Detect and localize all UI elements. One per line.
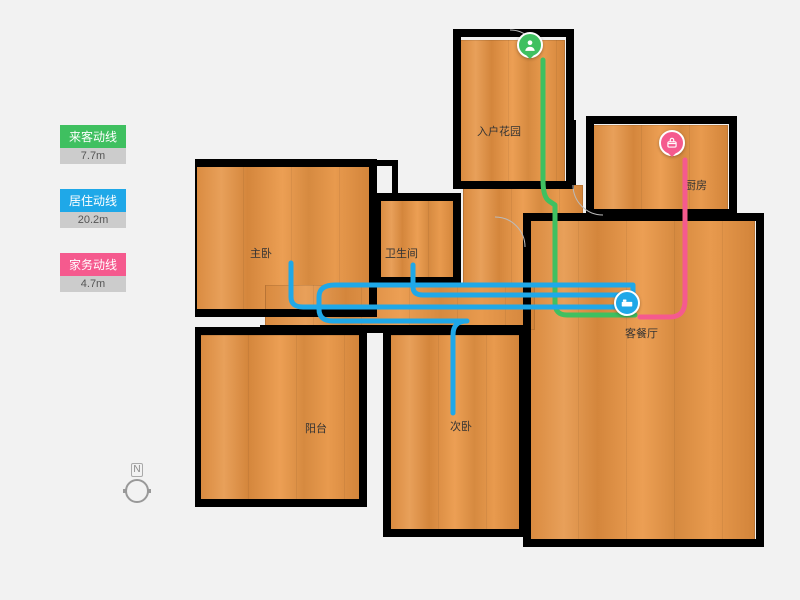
chore-pin-icon — [659, 130, 685, 156]
path-chore — [640, 160, 685, 317]
legend-label: 来客动线 — [60, 125, 126, 148]
path-resident2 — [413, 265, 627, 295]
flow-paths — [195, 25, 770, 580]
legend-value: 20.2m — [60, 212, 126, 228]
path-resident3 — [319, 285, 633, 413]
compass: N — [125, 463, 149, 503]
compass-north-label: N — [131, 463, 143, 477]
legend-value: 7.7m — [60, 148, 126, 164]
compass-ring-icon — [125, 479, 149, 503]
legend-item-visitor: 来客动线 7.7m — [60, 125, 126, 164]
legend-value: 4.7m — [60, 276, 126, 292]
legend-item-chore: 家务动线 4.7m — [60, 253, 126, 292]
legend-item-resident: 居住动线 20.2m — [60, 189, 126, 228]
visitor-pin-icon — [517, 32, 543, 58]
legend-label: 居住动线 — [60, 189, 126, 212]
legend-label: 家务动线 — [60, 253, 126, 276]
resident-pin-icon — [614, 290, 640, 316]
legend: 来客动线 7.7m 居住动线 20.2m 家务动线 4.7m — [60, 125, 126, 317]
path-visitor — [543, 60, 635, 315]
floorplan: 入户花园 厨房 主卧 卫生间 客餐厅 阳台 次卧 — [195, 25, 770, 580]
